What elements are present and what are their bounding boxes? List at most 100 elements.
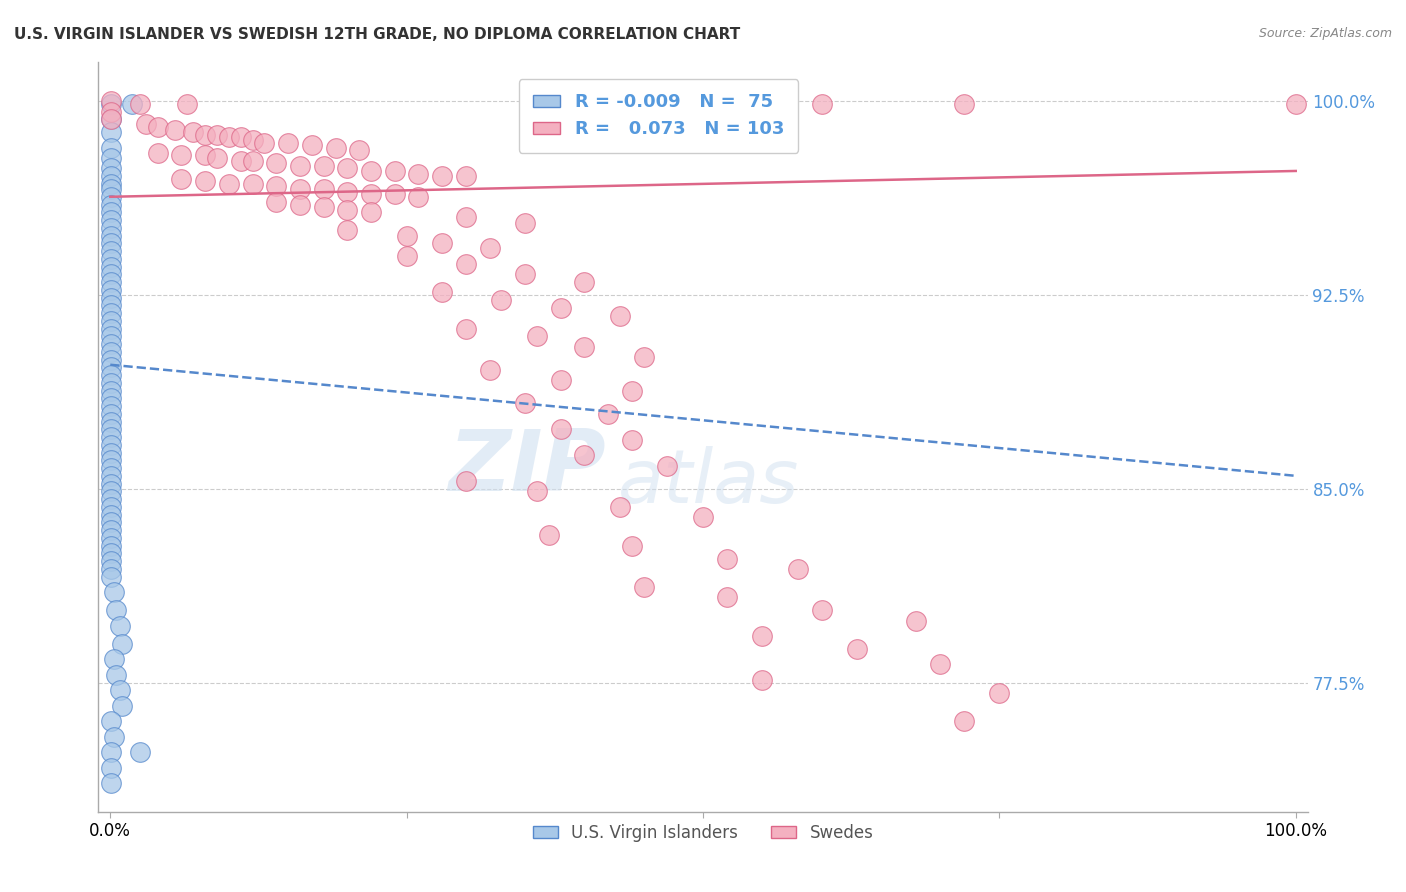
Point xyxy=(100,161,122,176)
Point xyxy=(432,169,454,183)
Point xyxy=(384,164,406,178)
Text: ZIP: ZIP xyxy=(449,425,606,508)
Point xyxy=(111,637,134,651)
Point xyxy=(100,531,122,545)
Point xyxy=(288,182,311,196)
Point xyxy=(312,182,335,196)
Point xyxy=(100,94,122,108)
Point xyxy=(100,714,122,729)
Point xyxy=(692,510,714,524)
Point xyxy=(905,614,928,628)
Point xyxy=(194,148,217,162)
Point xyxy=(218,177,240,191)
Point xyxy=(100,562,122,576)
Point xyxy=(100,484,122,499)
Point xyxy=(657,458,679,473)
Point xyxy=(242,133,264,147)
Point xyxy=(478,363,501,377)
Point xyxy=(360,205,382,219)
Point xyxy=(751,673,773,687)
Point xyxy=(135,118,157,132)
Point xyxy=(100,141,122,155)
Point xyxy=(408,167,430,181)
Point xyxy=(100,360,122,375)
Point xyxy=(100,244,122,258)
Point xyxy=(100,569,122,583)
Point xyxy=(100,368,122,382)
Point xyxy=(100,476,122,491)
Point xyxy=(176,96,198,111)
Point xyxy=(100,151,122,165)
Point xyxy=(100,430,122,444)
Point xyxy=(716,551,738,566)
Point xyxy=(550,422,572,436)
Point xyxy=(515,216,537,230)
Point xyxy=(574,275,596,289)
Point xyxy=(360,164,382,178)
Point xyxy=(100,205,122,219)
Point xyxy=(100,306,122,320)
Point xyxy=(100,776,122,790)
Legend: U.S. Virgin Islanders, Swedes: U.S. Virgin Islanders, Swedes xyxy=(526,817,880,848)
Point xyxy=(100,268,122,282)
Point xyxy=(100,761,122,775)
Point xyxy=(100,314,122,328)
Point xyxy=(100,321,122,335)
Point xyxy=(454,321,477,335)
Point xyxy=(100,96,122,111)
Point xyxy=(100,516,122,530)
Point xyxy=(1285,96,1308,111)
Point xyxy=(181,125,204,139)
Point xyxy=(205,128,228,142)
Point xyxy=(264,179,287,194)
Point xyxy=(810,603,832,617)
Point xyxy=(129,745,152,759)
Point xyxy=(100,453,122,467)
Point xyxy=(301,138,323,153)
Point xyxy=(336,202,359,217)
Point xyxy=(100,546,122,560)
Point xyxy=(336,161,359,176)
Point xyxy=(100,384,122,398)
Point xyxy=(100,352,122,367)
Point xyxy=(100,415,122,429)
Point xyxy=(146,145,169,160)
Point xyxy=(550,301,572,315)
Point xyxy=(242,177,264,191)
Point xyxy=(170,148,193,162)
Point xyxy=(325,141,347,155)
Point xyxy=(229,153,252,168)
Point xyxy=(108,618,131,632)
Point xyxy=(100,275,122,289)
Text: U.S. VIRGIN ISLANDER VS SWEDISH 12TH GRADE, NO DIPLOMA CORRELATION CHART: U.S. VIRGIN ISLANDER VS SWEDISH 12TH GRA… xyxy=(14,27,741,42)
Point xyxy=(574,448,596,462)
Point xyxy=(288,197,311,211)
Point xyxy=(550,373,572,387)
Point xyxy=(100,500,122,514)
Point xyxy=(100,344,122,359)
Point xyxy=(100,492,122,507)
Point xyxy=(264,156,287,170)
Point xyxy=(100,104,122,119)
Point xyxy=(100,438,122,452)
Point xyxy=(100,228,122,243)
Point xyxy=(100,422,122,436)
Point xyxy=(103,585,125,599)
Point xyxy=(574,340,596,354)
Point xyxy=(100,461,122,475)
Point xyxy=(384,187,406,202)
Point xyxy=(360,187,382,202)
Point xyxy=(100,220,122,235)
Point xyxy=(100,283,122,297)
Point xyxy=(952,96,974,111)
Point xyxy=(205,151,228,165)
Point xyxy=(100,392,122,406)
Point xyxy=(454,474,477,488)
Point xyxy=(229,130,252,145)
Point xyxy=(100,523,122,537)
Point xyxy=(100,508,122,522)
Point xyxy=(100,376,122,390)
Point xyxy=(108,683,131,698)
Point xyxy=(454,211,477,225)
Point xyxy=(100,554,122,568)
